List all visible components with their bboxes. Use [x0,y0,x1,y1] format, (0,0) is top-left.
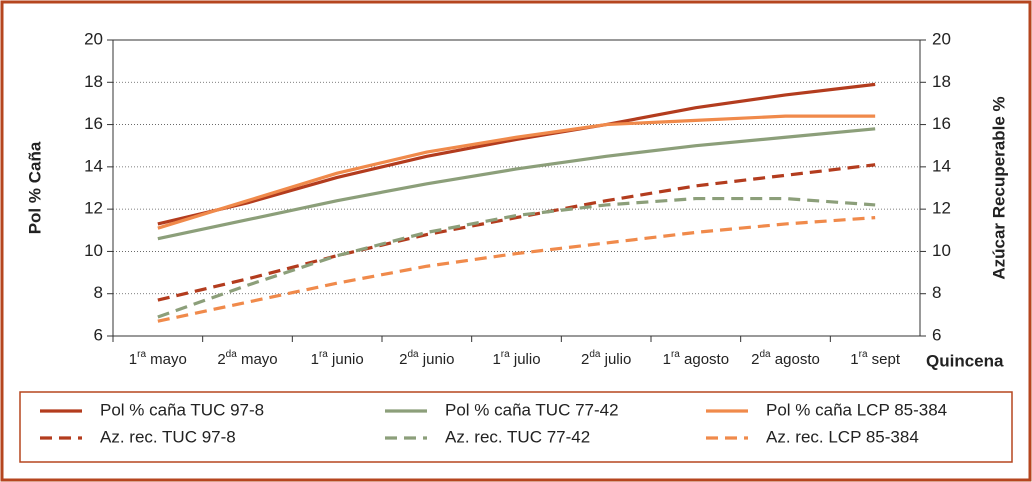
y2-tick-label: 10 [932,241,951,260]
y-tick-label: 16 [84,114,103,133]
y-axis-title: Pol % Caña [25,141,44,234]
series-line [157,114,876,230]
y-tick-label: 20 [84,29,103,48]
x-tick-label: 2da junio [399,349,454,368]
legend-label: Az. rec. TUC 97-8 [100,427,236,446]
y2-tick-label: 14 [932,156,951,175]
series-line [157,196,876,319]
x-tick-label: 2da agosto [751,349,820,368]
y-tick-label: 14 [84,156,103,175]
y2-tick-label: 20 [932,29,951,48]
x-axis-title: Quincena [926,351,1004,370]
x-tick-label: 1ra mayo [129,349,187,368]
x-tick-label: 1ra junio [311,349,364,368]
y-tick-label: 18 [84,72,103,91]
y-tick-label: 6 [94,325,103,344]
series-line [157,163,876,302]
y2-tick-label: 8 [932,283,941,302]
y2-tick-label: 18 [932,72,951,91]
y2-tick-label: 6 [932,325,941,344]
x-tick-label: 2da julio [581,349,631,368]
y2-axis-title: Azúcar Recuperable % [989,96,1008,279]
series-line [157,216,876,323]
x-tick-label: 1ra julio [492,349,540,368]
y2-tick-label: 12 [932,199,951,218]
legend-label: Pol % caña TUC 97-8 [100,400,264,419]
legend-label: Pol % caña TUC 77-42 [445,400,619,419]
y-tick-label: 12 [84,199,103,218]
x-tick-label: 1ra agosto [663,349,729,368]
legend-label: Az. rec. LCP 85-384 [766,427,919,446]
y-tick-label: 8 [94,283,103,302]
x-tick-label: 1ra sept [850,349,901,368]
series-line [157,127,876,241]
series-line [157,82,876,226]
x-tick-label: 2da mayo [217,349,277,368]
legend-box [19,391,1013,463]
y-tick-label: 10 [84,241,103,260]
y2-tick-label: 16 [932,114,951,133]
legend-label: Az. rec. TUC 77-42 [445,427,590,446]
legend-label: Pol % caña LCP 85-384 [766,400,947,419]
